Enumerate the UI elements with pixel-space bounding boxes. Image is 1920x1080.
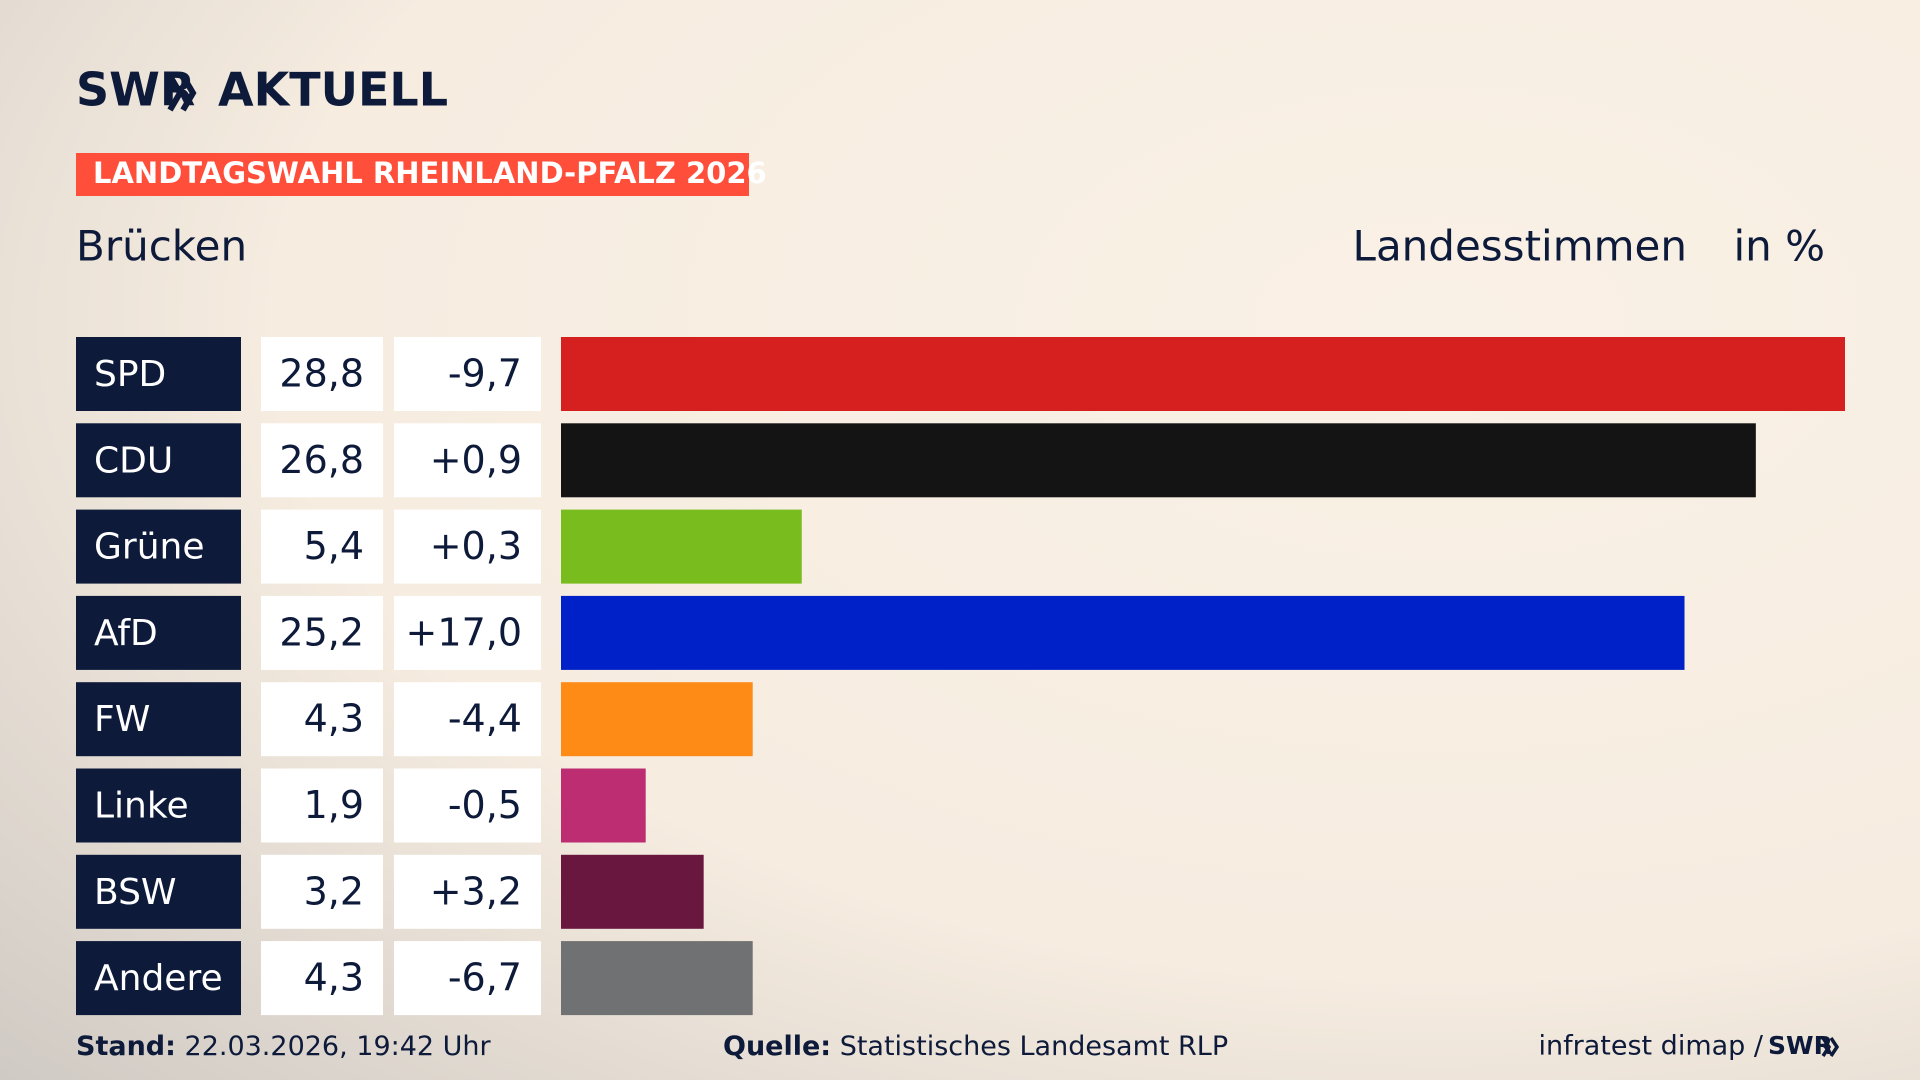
chart-title: Brücken bbox=[76, 222, 247, 271]
source-label: Quelle: bbox=[723, 1031, 831, 1062]
logo: SWR AKTUELL bbox=[76, 63, 448, 117]
value-label: 26,8 bbox=[279, 438, 364, 482]
change-box bbox=[394, 509, 541, 584]
value-box bbox=[261, 682, 383, 757]
stand-value: 22.03.2026, 19:42 Uhr bbox=[185, 1031, 492, 1062]
value-box bbox=[261, 423, 383, 498]
bar bbox=[561, 509, 802, 584]
footer-stand: Stand: 22.03.2026, 19:42 Uhr bbox=[76, 1031, 492, 1062]
party-box bbox=[76, 854, 241, 929]
change-label: +0,9 bbox=[430, 438, 522, 482]
change-box bbox=[394, 337, 541, 411]
unit-label: in % bbox=[1733, 222, 1825, 271]
change-label: -0,5 bbox=[448, 783, 522, 827]
value-label: 1,9 bbox=[304, 783, 364, 827]
value-box bbox=[261, 941, 383, 1016]
value-box bbox=[261, 595, 383, 670]
bar bbox=[561, 595, 1685, 670]
party-box bbox=[76, 423, 241, 498]
party-label: Linke bbox=[94, 786, 189, 827]
party-box bbox=[76, 595, 241, 670]
change-box bbox=[394, 854, 541, 929]
source-value: Statistisches Landesamt RLP bbox=[840, 1031, 1228, 1062]
change-box bbox=[394, 595, 541, 670]
party-label: CDU bbox=[94, 440, 173, 481]
value-label: 5,4 bbox=[304, 524, 364, 568]
value-box bbox=[261, 337, 383, 411]
value-box bbox=[261, 509, 383, 584]
party-label: FW bbox=[94, 699, 150, 740]
stand-label: Stand: bbox=[76, 1031, 176, 1062]
change-label: +0,3 bbox=[430, 524, 522, 568]
change-label: -6,7 bbox=[448, 956, 522, 1000]
value-label: 4,3 bbox=[304, 956, 364, 1000]
party-box bbox=[76, 337, 241, 411]
logo-suffix: AKTUELL bbox=[218, 63, 448, 117]
party-label: AfD bbox=[94, 613, 158, 654]
value-label: 3,2 bbox=[304, 869, 364, 913]
bar bbox=[561, 854, 704, 929]
change-box bbox=[394, 682, 541, 757]
party-box bbox=[76, 682, 241, 757]
party-label: Grüne bbox=[94, 527, 204, 568]
change-label: -4,4 bbox=[448, 697, 522, 741]
bar bbox=[561, 337, 1845, 411]
footer-source: Quelle: Statistisches Landesamt RLP bbox=[723, 1031, 1228, 1062]
credit-chevrons bbox=[1821, 1037, 1840, 1057]
credit: infratest dimap / bbox=[1538, 1031, 1763, 1062]
footer: Stand: 22.03.2026, 19:42 Uhr Quelle: Sta… bbox=[76, 1031, 1840, 1062]
value-box bbox=[261, 854, 383, 929]
bar bbox=[561, 941, 753, 1016]
change-box bbox=[394, 423, 541, 498]
change-label: +17,0 bbox=[406, 610, 522, 654]
party-box bbox=[76, 768, 241, 843]
party-box bbox=[76, 509, 241, 584]
value-label: 28,8 bbox=[279, 352, 364, 396]
bar bbox=[561, 682, 753, 757]
chart-subtitle: Landesstimmen bbox=[1353, 222, 1687, 271]
logo-chevrons bbox=[167, 74, 197, 112]
change-label: +3,2 bbox=[430, 869, 522, 913]
rows: SPD 28,8 -9,7 CDU 26,8 +0,9 Grüne 5,4 +0,3 AfD 25,… bbox=[76, 337, 1845, 1016]
value-label: 4,3 bbox=[304, 697, 364, 741]
party-label: BSW bbox=[94, 872, 177, 913]
bar bbox=[561, 423, 1756, 498]
party-box bbox=[76, 941, 241, 1016]
party-label: Andere bbox=[94, 958, 223, 999]
value-label: 25,2 bbox=[279, 610, 364, 654]
change-box bbox=[394, 941, 541, 1016]
banner bbox=[76, 153, 749, 196]
change-box bbox=[394, 768, 541, 843]
bar bbox=[561, 768, 646, 843]
party-label: SPD bbox=[94, 354, 166, 395]
value-box bbox=[261, 768, 383, 843]
banner-text: LANDTAGSWAHL RHEINLAND-PFALZ 2026 bbox=[93, 156, 767, 190]
change-label: -9,7 bbox=[448, 352, 522, 396]
